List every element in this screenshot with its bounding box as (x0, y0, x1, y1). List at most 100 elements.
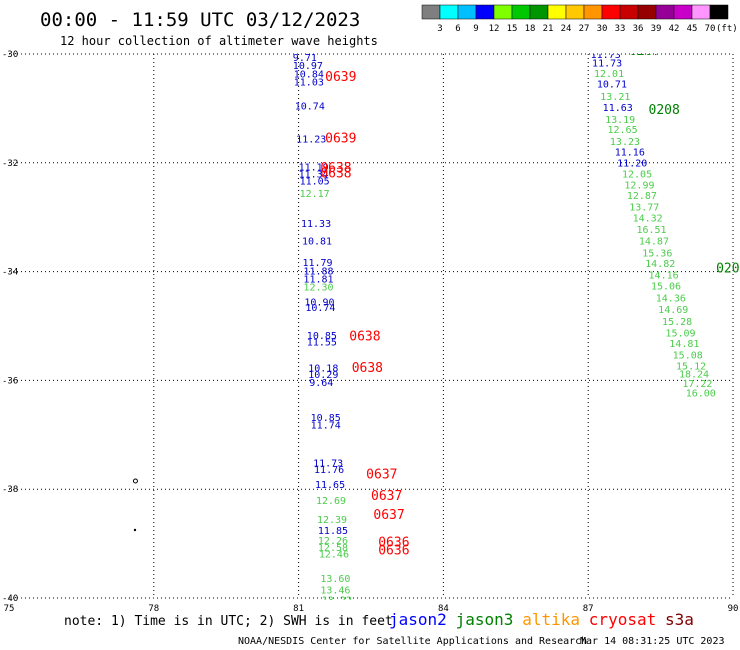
wave-height-label: 15.06 (651, 282, 681, 293)
color-scale-bar (421, 4, 729, 20)
color-swatch (673, 4, 693, 20)
color-swatch (457, 4, 477, 20)
color-swatch (709, 4, 729, 20)
color-swatch (601, 4, 621, 20)
y-tick-label: -38 (2, 485, 18, 495)
time-label: 0637 (371, 489, 402, 504)
wave-height-label: 12.87 (627, 191, 657, 202)
wave-height-label: 11.16 (615, 148, 645, 159)
wave-height-label: 12.58 (318, 543, 348, 554)
wave-height-label: 10.71 (597, 80, 627, 91)
wave-height-label: 11.73 (591, 50, 621, 61)
wave-height-label: 10.74 (305, 303, 335, 314)
wave-height-label: 17.22 (682, 379, 712, 390)
wave-height-label: 13.46 (320, 586, 350, 597)
wave-height-label: 13.77 (629, 203, 659, 214)
y-tick-label: -36 (2, 376, 18, 386)
wave-height-label: 11.88 (303, 266, 333, 277)
color-scale-tick-label: 3 (437, 24, 442, 34)
x-tick-label: 90 (728, 604, 739, 614)
wave-height-label: 12.42 (325, 647, 355, 650)
x-tick-label: 87 (583, 604, 594, 614)
wave-height-labels: 9.7110.9710.8411.0310.7411.2311.1911.341… (293, 50, 716, 650)
wave-height-label: 11.74 (311, 420, 341, 431)
grid-lines (9, 53, 734, 599)
footer-credit: NOAA/NESDIS Center for Satellite Applica… (238, 636, 587, 647)
wave-height-label: 12.17 (300, 189, 330, 200)
color-scale-tick-label: 45 (687, 24, 698, 34)
wave-height-label: 11.73 (313, 458, 343, 469)
color-swatch (583, 4, 603, 20)
wave-height-label: 11.34 (299, 169, 329, 180)
color-scale-tick-label: 24 (561, 24, 572, 34)
color-scale-tick-label: 21 (543, 24, 554, 34)
wave-height-label: 10.90 (304, 297, 334, 308)
wave-height-label: 15.12 (676, 362, 706, 373)
time-label: 0637 (366, 467, 397, 482)
time-labels: 0639063906380638063806380637063706370636… (320, 44, 740, 558)
wave-height-label: 10.85 (311, 413, 341, 424)
wave-height-label: 15.09 (665, 328, 695, 339)
wave-height-label: 12.01 (594, 69, 624, 80)
x-tick-label: 84 (438, 604, 449, 614)
color-swatch (529, 4, 549, 20)
color-scale-tick-label: 6 (455, 24, 460, 34)
time-label: 0207 (629, 44, 660, 59)
x-tick-label: 75 (4, 604, 15, 614)
wave-height-label: 15.08 (673, 351, 703, 362)
wave-height-label: 11.73 (592, 59, 622, 70)
color-swatch (493, 4, 513, 20)
wave-height-label: 10.85 (307, 331, 337, 342)
wave-height-label: 11.55 (307, 338, 337, 349)
chart-title: 00:00 - 11:59 UTC 03/12/2023 (40, 9, 360, 31)
isolated-mark (133, 528, 137, 532)
wave-height-label: 12.39 (317, 515, 347, 526)
wave-height-label: 12.65 (608, 125, 638, 136)
color-swatch (619, 4, 639, 20)
color-swatch (439, 4, 459, 20)
color-swatch (565, 4, 585, 20)
color-scale-tick-label: 9 (473, 24, 478, 34)
color-scale-tick-label: 27 (579, 24, 590, 34)
wave-height-label: 12.46 (319, 550, 349, 561)
wave-height-label: 10.81 (302, 236, 332, 247)
wave-height-label: 12.99 (624, 180, 654, 191)
wave-height-label: 9.64 (309, 378, 333, 389)
legend-s3a: s3a (665, 610, 694, 629)
wave-height-label: 10.29 (308, 370, 338, 381)
wave-height-label: 14.36 (656, 294, 686, 305)
time-label: 0637 (373, 508, 404, 523)
legend-altika: altika (522, 610, 580, 629)
wave-height-label: 11.76 (314, 465, 344, 476)
axis-ticks: 75 78 81 84 87 90 -30 -32 -34 -36 -38 -40 (2, 50, 738, 614)
wave-height-label: 11.23 (296, 135, 326, 146)
wave-height-label: 10.18 (308, 364, 338, 375)
legend-jason3: jason3 (456, 610, 514, 629)
wave-height-label: 14.32 (633, 214, 663, 225)
color-scale-unit: (ft) (716, 24, 738, 34)
wave-height-label: 11.19 (299, 162, 329, 173)
wave-height-label: 9.71 (293, 53, 317, 64)
y-tick-label: -34 (2, 268, 18, 278)
wave-height-label: 11.33 (301, 219, 331, 230)
chart-subtitle: 12 hour collection of altimeter wave hei… (60, 34, 378, 48)
color-scale-tick-label: 36 (633, 24, 644, 34)
color-swatch (475, 4, 495, 20)
wave-height-label: 11.20 (617, 159, 647, 170)
wave-height-label: 11.85 (318, 526, 348, 537)
color-scale-tick-label: 15 (507, 24, 518, 34)
wave-height-label: 10.97 (293, 61, 323, 72)
y-tick-label: -32 (2, 159, 18, 169)
color-swatch (655, 4, 675, 20)
wave-height-label: 13.60 (320, 574, 350, 585)
color-swatch (547, 4, 567, 20)
wave-height-label: 14.82 (645, 259, 675, 270)
time-label: 0638 (320, 161, 351, 176)
color-scale-tick-label: 42 (669, 24, 680, 34)
time-label: 0638 (352, 361, 383, 376)
color-scale-tick-label: 12 (489, 24, 500, 34)
color-scale-tick-label: 70 (705, 24, 716, 34)
wave-height-label: 11.65 (315, 480, 345, 491)
color-scale-labels: 3 6 9 12 15 18 21 24 27 30 33 36 39 42 45 70 (437, 24, 715, 34)
